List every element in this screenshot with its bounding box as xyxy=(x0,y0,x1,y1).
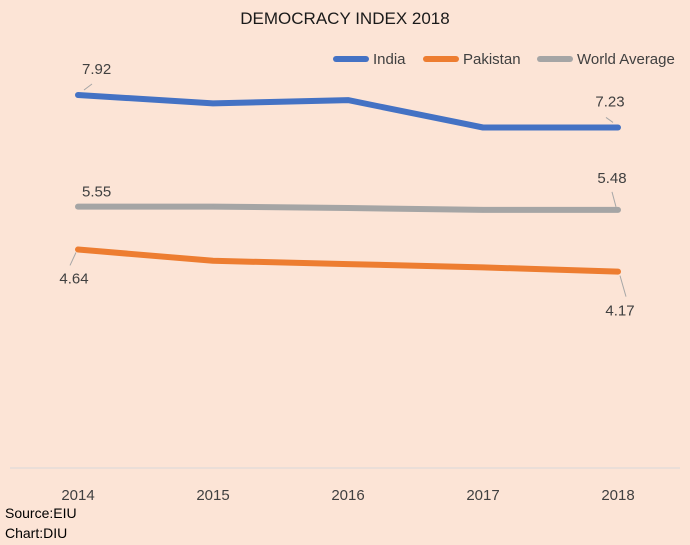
data-point-india-2014 xyxy=(76,93,80,97)
x-tick-label-2016: 2016 xyxy=(331,487,364,504)
data-point-india-2015 xyxy=(211,101,215,105)
data-point-pakistan-2016 xyxy=(346,262,350,266)
data-label-leader-pakistan-2014 xyxy=(69,252,77,266)
source-note: Source:EIU xyxy=(5,505,77,521)
data-point-pakistan-2014 xyxy=(76,248,80,251)
legend-label-world-average: World Average xyxy=(577,51,675,68)
data-point-world-average-2016 xyxy=(346,206,350,210)
data-point-india-2016 xyxy=(346,98,350,102)
legend-label-india: India xyxy=(373,51,406,68)
data-label-leader-pakistan-2018 xyxy=(619,275,627,297)
series-line-pakistan xyxy=(75,246,621,275)
data-label-pakistan-2018: 4.17 xyxy=(605,303,634,320)
data-label-world-average-2018: 5.48 xyxy=(597,170,626,187)
x-tick-label-2014: 2014 xyxy=(61,487,94,504)
chart-credit: Chart:DIU xyxy=(5,525,68,541)
data-point-pakistan-2018 xyxy=(616,270,620,274)
data-label-world-average-2014: 5.55 xyxy=(82,184,111,201)
data-label-leader-india-2018 xyxy=(605,117,614,123)
legend-label-pakistan: Pakistan xyxy=(463,51,521,68)
x-tick-label-2015: 2015 xyxy=(196,487,229,504)
data-point-india-2018 xyxy=(616,126,620,129)
data-point-pakistan-2017 xyxy=(481,265,485,269)
data-point-world-average-2015 xyxy=(211,205,215,209)
data-point-world-average-2014 xyxy=(76,205,80,209)
data-label-india-2014: 7.92 xyxy=(82,61,111,78)
data-label-india-2018: 7.23 xyxy=(595,93,624,110)
data-label-leader-world-average-2018 xyxy=(611,191,617,208)
data-label-pakistan-2014: 4.64 xyxy=(59,270,88,287)
data-point-pakistan-2015 xyxy=(211,259,215,263)
data-point-world-average-2018 xyxy=(616,208,620,212)
data-label-leader-india-2014 xyxy=(83,83,93,91)
x-tick-label-2017: 2017 xyxy=(466,487,499,504)
data-point-world-average-2017 xyxy=(481,208,485,212)
data-point-india-2017 xyxy=(481,126,485,129)
x-tick-label-2018: 2018 xyxy=(601,487,634,504)
chart-title: DEMOCRACY INDEX 2018 xyxy=(240,9,449,28)
